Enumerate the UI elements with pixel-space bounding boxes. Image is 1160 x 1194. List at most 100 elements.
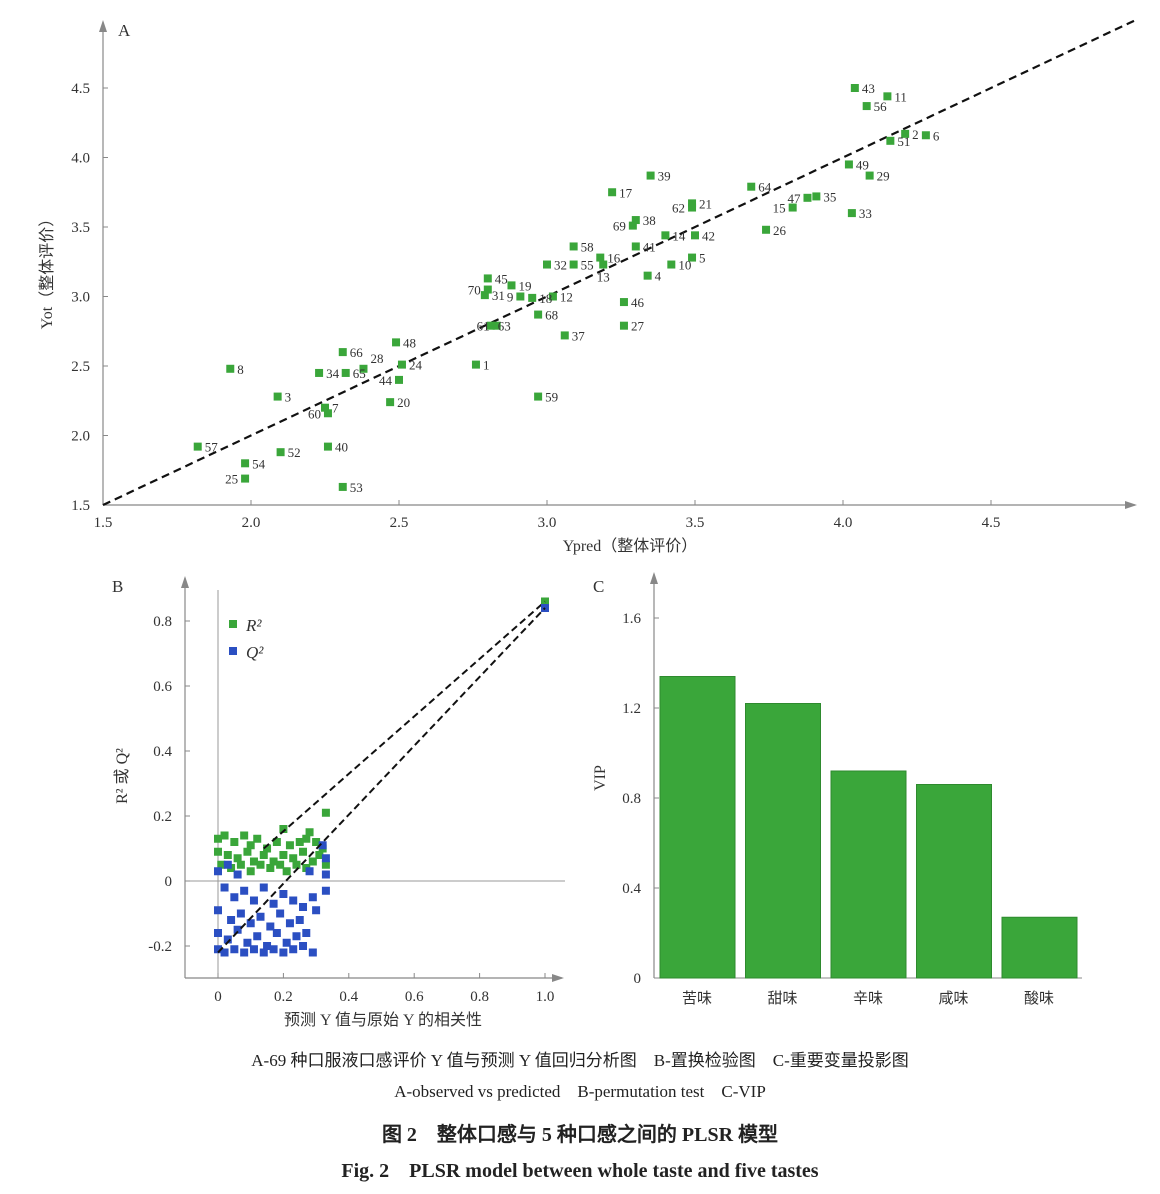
data-point-b-series-0 — [282, 867, 291, 876]
data-point-b-series-1 — [240, 948, 249, 957]
y-tick-label-a: 3.0 — [71, 290, 90, 306]
data-point-b-series-1 — [249, 896, 258, 905]
data-point-b-series-1 — [302, 929, 311, 937]
y-tick-label-b: 0.6 — [153, 679, 172, 695]
point-label-a: 31 — [492, 288, 505, 303]
data-point-a — [492, 321, 501, 330]
data-point-a — [667, 260, 676, 269]
point-label-a: 57 — [205, 440, 219, 455]
data-point-a — [569, 260, 578, 269]
data-point-a — [516, 292, 525, 301]
data-point-b-series-0 — [263, 844, 272, 853]
data-point-a — [507, 281, 516, 290]
data-point-b-series-1 — [308, 893, 317, 902]
point-label-a: 33 — [859, 206, 872, 221]
data-point-a — [397, 360, 406, 369]
data-point-a — [193, 442, 202, 451]
data-point-b-series-0 — [259, 851, 268, 859]
data-point-b-series-1 — [266, 922, 275, 931]
point-label-a: 19 — [518, 278, 531, 293]
x-tick-label-c: 苦味 — [682, 990, 712, 1007]
x-tick-label-c: 酸味 — [1024, 990, 1054, 1007]
x-axis-b-arrow — [552, 974, 564, 982]
data-point-b-series-1 — [214, 906, 222, 915]
y-axis-a-arrow — [99, 20, 107, 32]
point-label-a: 38 — [643, 213, 656, 228]
caption-panels-cn: A-69 种口服液口感评价 Y 值与预测 Y 值回归分析图 B-置换检验图 C-… — [251, 1051, 909, 1070]
data-point-b-series-1 — [223, 935, 232, 944]
data-point-b-series-1 — [214, 929, 222, 937]
data-point-a — [661, 231, 670, 240]
data-point-a — [273, 392, 282, 401]
data-point-b-series-0 — [223, 851, 232, 859]
data-point-b-series-1 — [282, 938, 291, 947]
data-point-b-series-0 — [246, 867, 255, 876]
point-label-a: 9 — [507, 290, 514, 305]
data-point-b-series-1 — [233, 925, 242, 934]
point-label-a: 16 — [607, 251, 621, 266]
data-point-a — [619, 321, 628, 330]
x-tick-label-b: 0.4 — [339, 989, 358, 1005]
data-point-a — [646, 171, 655, 180]
data-point-b-series-1 — [249, 945, 258, 954]
data-point-b-series-0 — [233, 854, 242, 863]
data-point-a — [543, 260, 551, 269]
data-point-a — [631, 216, 640, 225]
point-label-a: 13 — [597, 270, 610, 285]
point-label-a: 47 — [787, 191, 801, 206]
data-point-a — [395, 375, 403, 384]
data-point-a — [628, 221, 637, 230]
y-tick-label-b: 0.8 — [153, 614, 172, 630]
data-point-a — [471, 360, 480, 369]
point-label-a: 42 — [702, 228, 715, 243]
data-point-b-series-1 — [230, 945, 239, 954]
data-point-b-series-1 — [289, 945, 298, 954]
data-point-a — [486, 321, 495, 330]
point-label-a: 25 — [225, 472, 238, 487]
point-label-a: 26 — [773, 223, 787, 238]
data-point-b-series-1 — [321, 886, 330, 895]
data-point-a — [386, 398, 395, 407]
y-tick-label-c: 0 — [634, 971, 642, 987]
bar-c — [745, 703, 821, 979]
data-point-b-series-0 — [308, 857, 317, 866]
point-label-a: 18 — [539, 291, 552, 306]
point-label-a: 28 — [370, 351, 383, 366]
figure-title-en: Fig. 2 PLSR model between whole taste an… — [341, 1160, 819, 1182]
data-point-b-series-1 — [318, 841, 327, 850]
point-label-a: 39 — [658, 169, 671, 184]
point-label-a: 70 — [468, 283, 481, 298]
y-tick-label-a: 1.5 — [71, 498, 90, 514]
panel-label-c: C — [593, 577, 604, 596]
x-tick-label-a: 1.5 — [94, 515, 113, 531]
point-label-a: 5 — [699, 251, 706, 266]
point-label-a: 63 — [498, 319, 511, 334]
data-point-b-series-0 — [230, 838, 239, 846]
data-point-b-series-1 — [285, 919, 294, 928]
data-point-b-series-0 — [279, 851, 288, 859]
data-point-b-series-0 — [240, 831, 249, 840]
data-point-b-series-1 — [292, 932, 301, 941]
point-label-a: 44 — [379, 373, 393, 388]
point-label-a: 7 — [332, 401, 339, 416]
data-point-a — [747, 182, 756, 191]
x-tick-label-a: 2.5 — [390, 515, 409, 531]
data-point-b-series-0 — [253, 834, 262, 843]
x-tick-label-a: 4.0 — [834, 515, 853, 531]
data-point-b-series-1 — [233, 870, 242, 879]
data-point-a — [241, 474, 250, 483]
data-point-b-series-0 — [312, 838, 321, 846]
data-point-a — [901, 129, 910, 138]
data-point-a — [226, 364, 235, 373]
data-point-a — [688, 199, 697, 208]
point-label-a: 17 — [619, 185, 633, 200]
data-point-b-series-1 — [253, 932, 262, 941]
y-tick-label-a: 4.5 — [71, 81, 90, 97]
data-point-a — [528, 293, 537, 302]
point-label-a: 8 — [237, 362, 244, 377]
data-point-b-series-1 — [240, 886, 249, 895]
data-point-a — [483, 274, 492, 283]
regression-line-b-series-0 — [263, 600, 546, 850]
point-label-a: 35 — [823, 189, 836, 204]
data-point-b-series-0 — [269, 857, 278, 866]
